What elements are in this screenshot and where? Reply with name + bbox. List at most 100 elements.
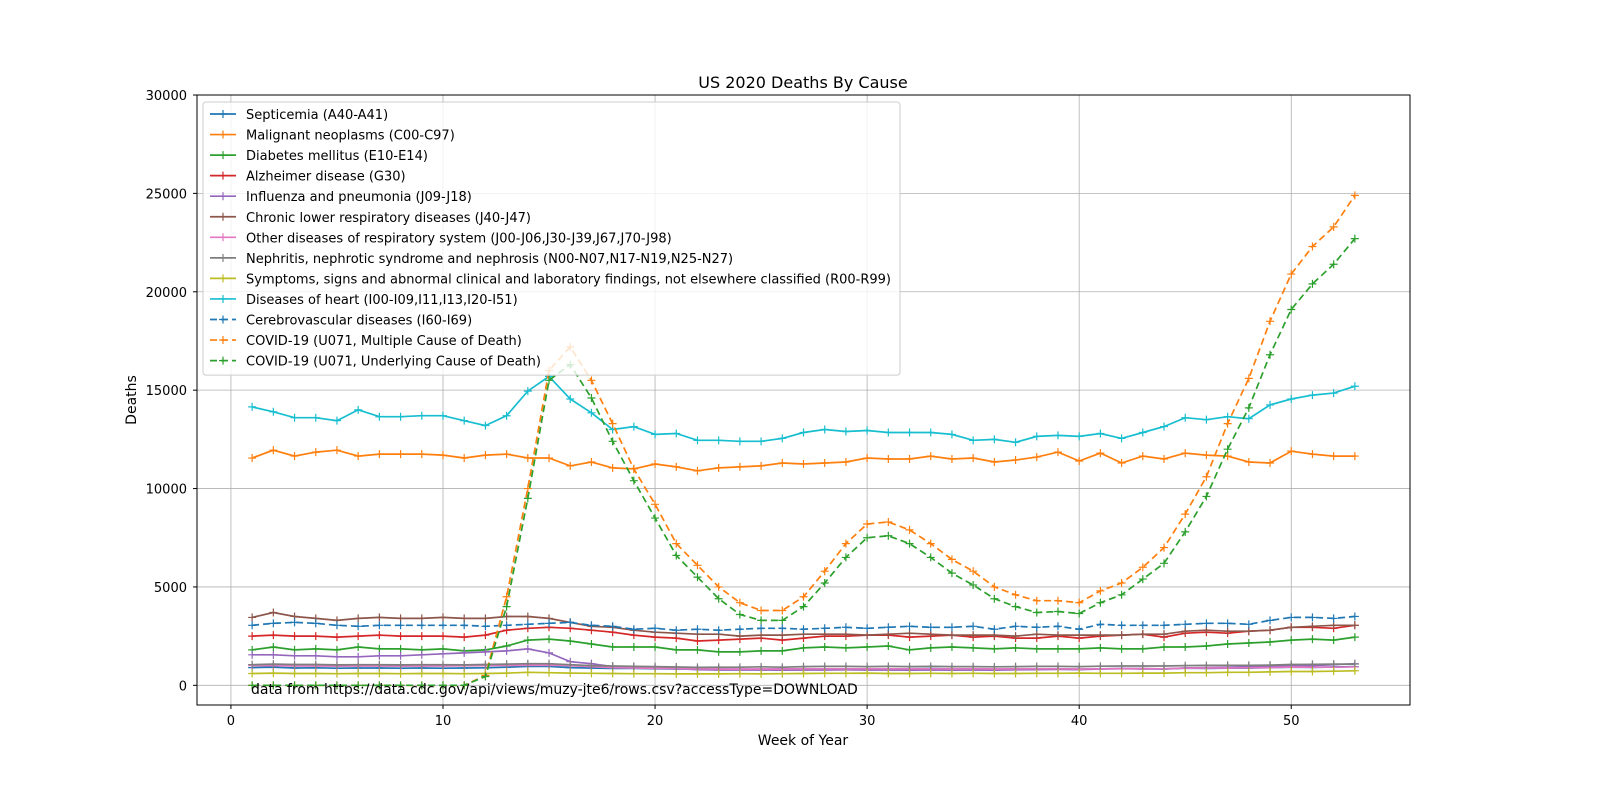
data-point-marker (1202, 451, 1211, 460)
data-point-marker (311, 619, 320, 628)
data-point-marker (608, 622, 617, 631)
data-point-marker (651, 642, 660, 651)
data-point-marker (1308, 242, 1317, 251)
data-point-marker (969, 436, 978, 445)
data-point-marker (1244, 620, 1253, 629)
data-point-marker (481, 451, 490, 460)
legend-marker (219, 315, 227, 324)
data-point-marker (799, 602, 808, 611)
data-point-marker (460, 681, 469, 690)
data-point-marker (523, 484, 532, 493)
data-point-marker (1032, 662, 1041, 671)
legend-entry-label: Diabetes mellitus (E10-E14) (246, 149, 428, 164)
data-point-marker (1053, 431, 1062, 440)
data-point-marker (863, 642, 872, 651)
data-point-marker (735, 632, 744, 641)
data-point-marker (1075, 669, 1084, 678)
data-point-marker (735, 437, 744, 446)
data-point-marker (290, 669, 299, 678)
x-tick-label: 10 (435, 714, 452, 729)
data-point-marker (990, 435, 999, 444)
data-point-marker (1032, 596, 1041, 605)
data-point-marker (1202, 641, 1211, 650)
x-axis-label: Week of Year (758, 733, 849, 749)
data-point-marker (1223, 445, 1232, 454)
data-point-marker (1160, 621, 1169, 630)
data-point-marker (290, 413, 299, 422)
data-point-marker (1266, 458, 1275, 467)
data-point-marker (481, 631, 490, 640)
data-point-marker (714, 663, 723, 672)
data-point-marker (417, 411, 426, 420)
data-point-marker (1223, 661, 1232, 670)
data-point-marker (799, 662, 808, 671)
data-point-marker (269, 669, 278, 678)
data-point-marker (714, 594, 723, 603)
legend-marker (219, 110, 227, 118)
data-point-marker (1329, 636, 1338, 645)
series-group (248, 633, 1359, 656)
y-tick-label: 25000 (146, 187, 187, 202)
data-point-marker (1350, 666, 1359, 675)
data-point-marker (1032, 453, 1041, 462)
y-tick-label: 30000 (146, 89, 187, 104)
data-point-marker (990, 662, 999, 671)
data-point-marker (629, 669, 638, 678)
data-point-marker (1266, 400, 1275, 409)
data-point-marker (651, 662, 660, 671)
data-point-marker (354, 405, 363, 414)
legend-entry-label: COVID-19 (U071, Underlying Cause of Deat… (246, 355, 541, 370)
data-point-marker (778, 606, 787, 615)
data-point-marker (332, 633, 341, 642)
data-point-marker (417, 632, 426, 641)
data-point-marker (375, 613, 384, 622)
data-point-marker (375, 669, 384, 678)
data-point-marker (1011, 602, 1020, 611)
data-point-marker (438, 621, 447, 630)
data-point-marker (523, 494, 532, 503)
data-point-marker (947, 555, 956, 564)
data-point-marker (417, 614, 426, 623)
data-point-marker (1266, 350, 1275, 359)
data-point-marker (672, 669, 681, 678)
data-point-marker (566, 637, 575, 646)
data-point-marker (269, 650, 278, 659)
data-point-marker (1032, 432, 1041, 441)
data-point-marker (545, 454, 554, 463)
data-point-marker (1350, 234, 1359, 243)
data-point-marker (799, 428, 808, 437)
data-point-marker (311, 669, 320, 678)
data-point-marker (1202, 661, 1211, 670)
data-point-marker (1223, 668, 1232, 677)
data-point-marker (396, 669, 405, 678)
data-point-marker (947, 662, 956, 671)
data-point-marker (396, 614, 405, 623)
data-point-marker (269, 407, 278, 416)
data-point-marker (841, 539, 850, 548)
legend-entry-label: Nephritis, nephrotic syndrome and nephro… (246, 252, 733, 267)
y-tick-label: 10000 (146, 483, 187, 498)
data-point-marker (375, 631, 384, 640)
data-point-marker (1266, 616, 1275, 625)
data-point-marker (1011, 438, 1020, 447)
data-point-marker (1053, 596, 1062, 605)
data-point-marker (248, 402, 257, 411)
data-point-marker (841, 457, 850, 466)
data-point-marker (332, 416, 341, 425)
data-point-marker (438, 660, 447, 669)
data-point-marker (587, 640, 596, 648)
data-source-note: data from https://data.cdc.gov/api/views… (251, 682, 858, 698)
data-point-marker (460, 454, 469, 463)
series-group (248, 446, 1359, 475)
data-point-marker (757, 669, 766, 678)
data-point-marker (841, 427, 850, 436)
data-point-marker (799, 592, 808, 601)
data-point-marker (523, 387, 532, 396)
data-point-marker (1308, 622, 1317, 631)
data-point-marker (248, 650, 257, 659)
data-point-marker (375, 450, 384, 459)
data-point-marker (1075, 432, 1084, 441)
data-point-marker (778, 458, 787, 467)
data-point-marker (311, 448, 320, 457)
data-point-marker (1308, 450, 1317, 459)
